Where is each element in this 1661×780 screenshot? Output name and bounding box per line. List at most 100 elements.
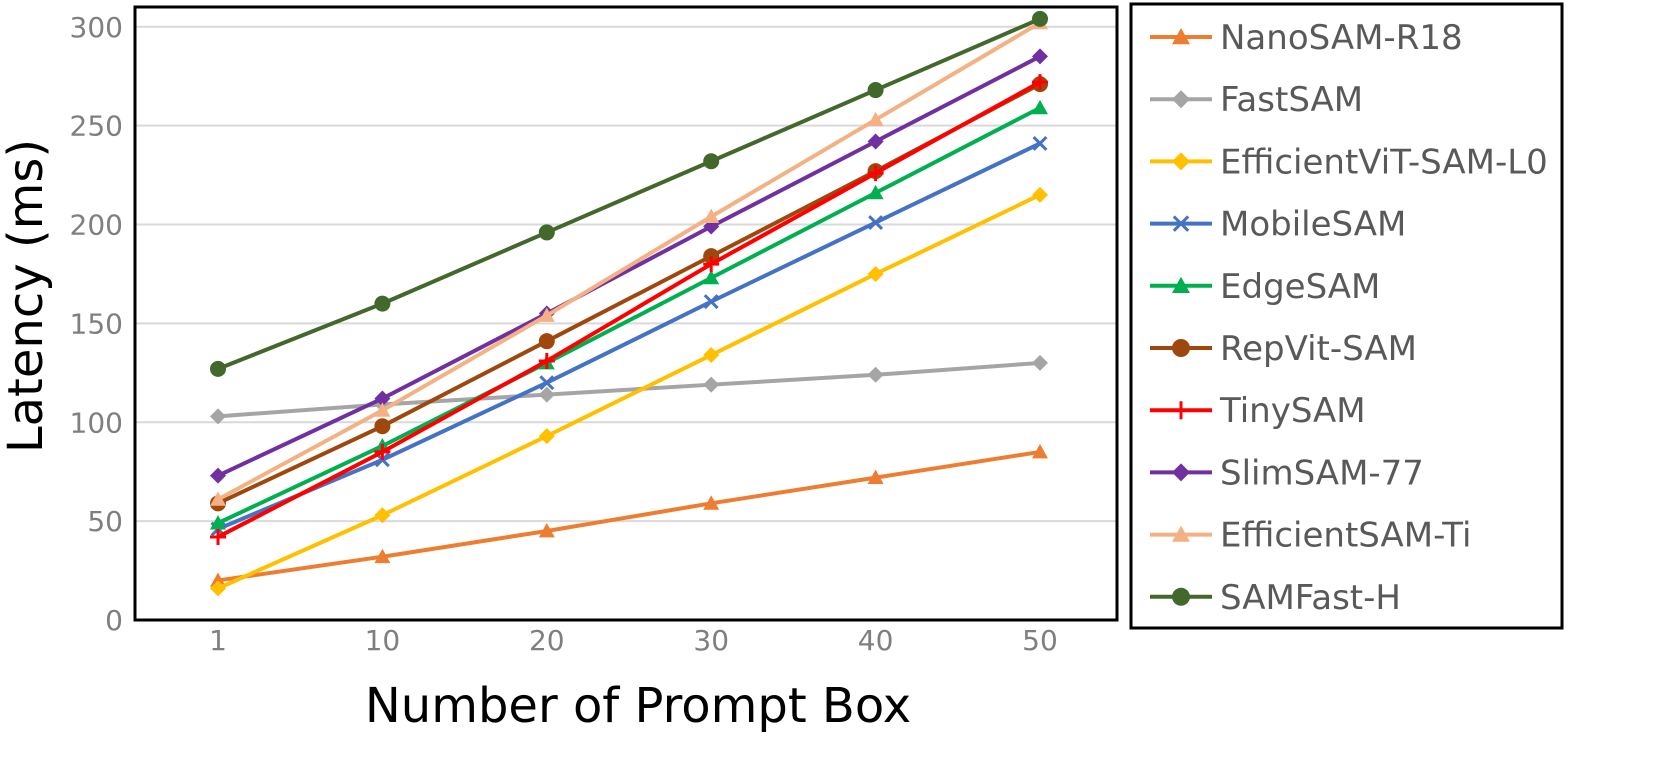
series-samfast-h — [210, 10, 1048, 377]
y-tick-label: 0 — [105, 604, 123, 637]
x-tick-label: 20 — [529, 624, 565, 657]
series-efficientvit-sam-l0 — [210, 186, 1048, 597]
legend-label: NanoSAM-R18 — [1220, 18, 1463, 58]
legend-label: EfficientSAM-Ti — [1220, 516, 1471, 556]
series-line — [217, 141, 1041, 531]
series-line — [217, 82, 1041, 506]
series-line — [217, 449, 1041, 583]
data-point — [703, 376, 720, 393]
y-tick-label: 250 — [70, 110, 123, 143]
y-tick-label: 200 — [70, 209, 123, 242]
data-point — [1032, 135, 1048, 151]
data-point — [210, 528, 226, 545]
legend-label: TinySAM — [1219, 391, 1366, 431]
data-point — [703, 347, 720, 364]
data-point — [867, 265, 884, 282]
x-tick-label: 30 — [693, 624, 729, 657]
legend-marker-icon — [1172, 463, 1190, 482]
legend-marker-icon — [1172, 276, 1190, 293]
legend-marker-icon — [1172, 525, 1190, 542]
data-point — [210, 572, 226, 587]
legend-marker-icon — [1172, 152, 1190, 171]
legend-label: EdgeSAM — [1220, 267, 1380, 307]
data-point — [1032, 99, 1048, 115]
legend-marker-icon — [1172, 90, 1190, 109]
data-point — [374, 418, 391, 435]
legend-label: MobileSAM — [1220, 205, 1406, 245]
legend-marker-icon — [1172, 28, 1190, 45]
legend-item: FastSAM — [1150, 80, 1363, 120]
data-point — [867, 133, 884, 150]
legend-item: SAMFast-H — [1150, 578, 1401, 618]
series-tinysam — [210, 74, 1048, 545]
data-point — [210, 491, 226, 506]
legend-item: EfficientViT-SAM-L0 — [1150, 142, 1548, 182]
series-line — [217, 54, 1041, 478]
series-line — [217, 21, 1042, 502]
data-point — [867, 184, 884, 200]
data-point — [703, 153, 720, 170]
y-axis-title: Latency (ms) — [0, 139, 54, 453]
series-edgesam — [210, 99, 1048, 530]
data-point — [1032, 354, 1048, 371]
x-tick-label: 50 — [1022, 624, 1058, 657]
data-point — [1032, 10, 1048, 27]
data-point — [1032, 74, 1048, 91]
legend-label: SAMFast-H — [1220, 578, 1401, 618]
data-point — [538, 352, 555, 369]
data-point — [867, 469, 884, 485]
legend-item: RepVit-SAM — [1150, 329, 1417, 369]
data-point — [867, 111, 884, 127]
y-tick-label: 50 — [87, 505, 123, 538]
data-point — [374, 548, 391, 564]
series-line — [217, 80, 1041, 539]
data-point — [374, 443, 391, 460]
series-efficientsam-ti — [210, 14, 1048, 506]
data-point — [374, 390, 391, 407]
data-point — [538, 307, 555, 322]
data-point — [538, 523, 555, 538]
plot-area-border — [133, 5, 1119, 622]
data-point — [374, 295, 391, 312]
x-tick-label: 40 — [858, 624, 894, 657]
legend-label: RepVit-SAM — [1220, 329, 1417, 369]
y-tick-label: 100 — [70, 406, 123, 439]
data-point — [703, 294, 719, 310]
data-point — [538, 386, 555, 403]
y-tick-label: 300 — [70, 11, 123, 44]
series-fastsam — [210, 354, 1048, 425]
data-point — [210, 467, 226, 484]
data-point — [374, 402, 391, 417]
data-point — [1032, 443, 1048, 459]
data-point — [703, 269, 720, 285]
legend-label: EfficientViT-SAM-L0 — [1220, 142, 1548, 182]
data-point — [703, 256, 720, 273]
y-tick-label: 150 — [70, 307, 123, 340]
data-point — [1032, 48, 1048, 65]
series-repvit-sam — [210, 76, 1048, 512]
data-point — [867, 82, 884, 99]
x-tick-label: 1 — [209, 624, 227, 657]
data-point — [374, 507, 391, 524]
data-point — [210, 408, 226, 425]
data-point — [210, 580, 226, 597]
legend-item: TinySAM — [1150, 391, 1366, 431]
data-point — [1032, 186, 1048, 203]
legend-marker-icon — [1172, 401, 1190, 420]
data-point — [210, 360, 226, 377]
legend-item: SlimSAM-77 — [1150, 453, 1424, 493]
data-point — [538, 333, 555, 350]
series-line — [217, 17, 1041, 371]
legend-item: MobileSAM — [1150, 205, 1406, 245]
data-point — [868, 215, 884, 230]
legend-box — [1129, 2, 1564, 630]
legend-label: FastSAM — [1220, 80, 1363, 120]
legend: NanoSAM-R18 FastSAM EfficientViT-SAM-L0 Mob… — [1129, 2, 1564, 630]
series-line — [217, 360, 1041, 419]
legend-marker-icon — [1172, 215, 1190, 232]
data-point — [703, 208, 720, 224]
x-axis-title: Number of Prompt Box — [365, 678, 911, 734]
legend-marker-icon — [1172, 587, 1190, 606]
legend-item: NanoSAM-R18 — [1150, 18, 1463, 58]
